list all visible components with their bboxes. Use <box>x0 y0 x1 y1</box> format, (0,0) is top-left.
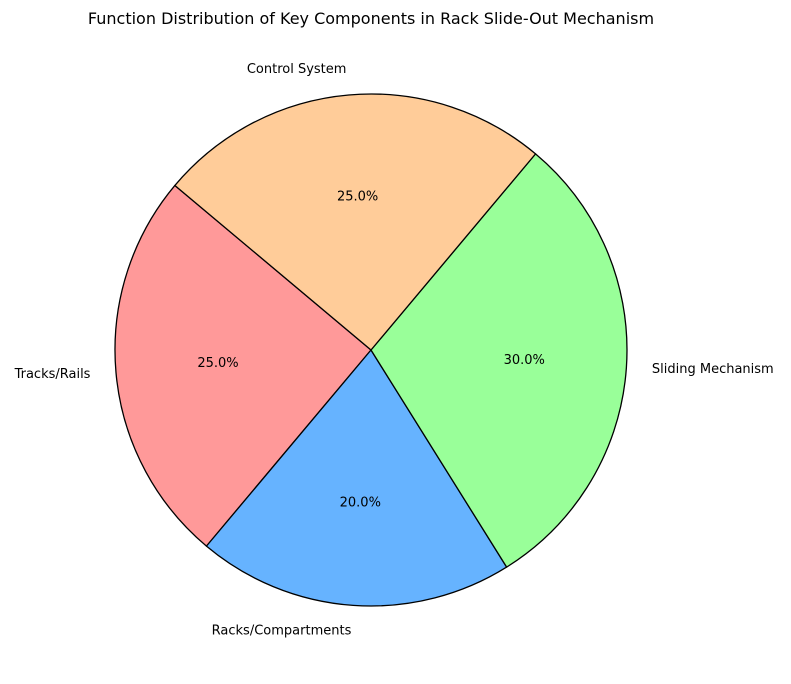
slice-percent-label: 30.0% <box>504 353 545 368</box>
slice-label: Control System <box>247 62 347 77</box>
slice-percent-label: 20.0% <box>340 496 381 511</box>
slice-label: Racks/Compartments <box>212 623 352 638</box>
pie-labels: Tracks/Rails 25.0% Racks/Compartments 20.0%… <box>14 62 774 638</box>
chart-title: Function Distribution of Key Components … <box>88 9 654 28</box>
pie-slice-control-system <box>174 93 537 351</box>
pie-slice-sliding-mechanism <box>370 153 628 568</box>
slice-label: Tracks/Rails <box>14 367 91 382</box>
pie-slice-racks-compartments <box>205 349 508 607</box>
pie-slices <box>114 93 628 607</box>
slice-label: Sliding Mechanism <box>652 362 774 377</box>
slice-percent-label: 25.0% <box>337 189 378 204</box>
slice-percent-label: 25.0% <box>197 356 238 371</box>
pie-slice-tracks-rails <box>114 184 372 547</box>
